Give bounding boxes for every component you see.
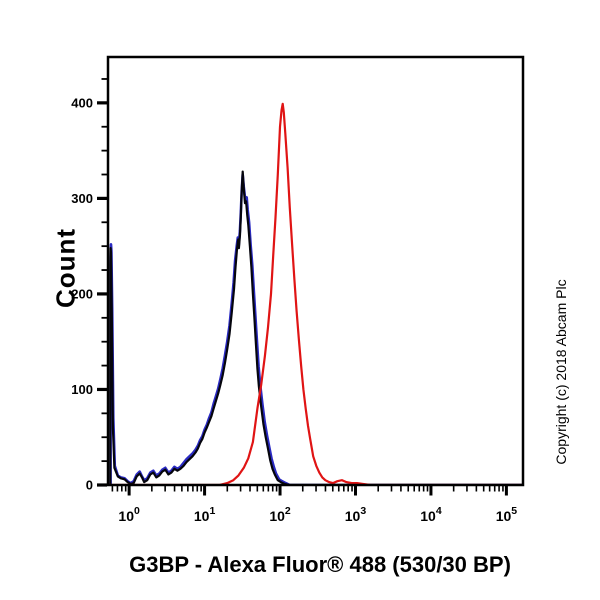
x-tick-label: 100: [118, 505, 140, 524]
y-tick-label: 200: [71, 286, 93, 301]
plot-border: [106, 55, 525, 487]
chart-title: G3BP - Alexa Fluor® 488 (530/30 BP): [129, 552, 511, 577]
black-curve: [109, 170, 522, 486]
x-tick-label: 102: [269, 505, 291, 524]
x-tick-label: 105: [496, 505, 518, 524]
x-tick-label: 104: [420, 505, 442, 524]
x-tick-label: 101: [194, 505, 216, 524]
y-tick-label: 100: [71, 382, 93, 397]
blue-curve: [109, 173, 522, 486]
copyright-notice: Copyright (c) 2018 Abcam Plc: [553, 279, 569, 465]
y-tick-label: 300: [71, 191, 93, 206]
y-tick-label: 0: [86, 478, 93, 493]
y-tick-label: 400: [71, 95, 93, 110]
x-tick-label: 103: [345, 505, 367, 524]
red-curve: [109, 102, 522, 486]
y-axis-label: Count: [50, 227, 81, 309]
